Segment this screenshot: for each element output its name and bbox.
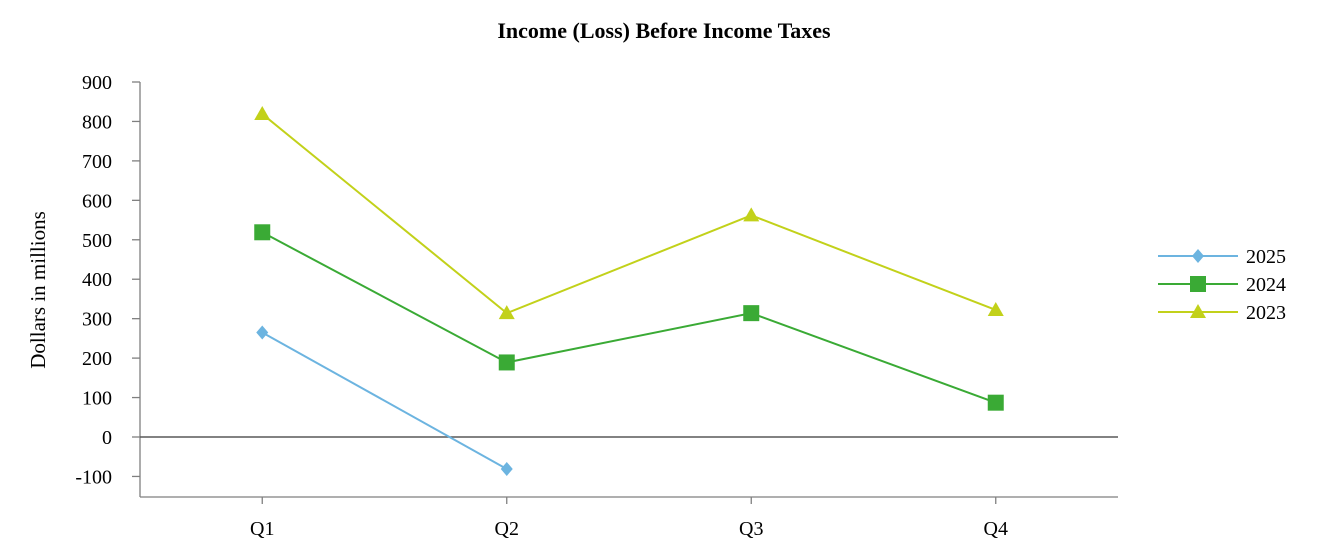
- y-tick-label: 700: [82, 151, 112, 173]
- x-tick-label: Q1: [250, 518, 274, 540]
- legend-item-2025: 2025: [1158, 246, 1286, 268]
- data-point-2023: [254, 105, 271, 120]
- x-tick-label: Q4: [984, 518, 1008, 540]
- series-2024: [254, 224, 1004, 411]
- y-axis-ticks: -100 0 100 200 300 400 500 600 700 800 900: [75, 72, 140, 488]
- data-point-2024: [987, 394, 1004, 411]
- data-point-2024: [743, 305, 760, 322]
- legend-item-2023: 2023: [1158, 302, 1286, 324]
- y-tick-label: 500: [82, 230, 112, 252]
- data-point-2023: [987, 301, 1004, 316]
- y-axis-label: Dollars in millions: [26, 211, 50, 369]
- x-tick-label: Q2: [495, 518, 519, 540]
- x-tick-label: Q3: [739, 518, 763, 540]
- data-point-2023: [498, 305, 515, 320]
- data-point-2024: [254, 224, 271, 241]
- x-axis-ticks: Q1 Q2 Q3 Q4: [250, 497, 1008, 540]
- y-tick-label: 0: [102, 427, 112, 449]
- y-tick-label: -100: [75, 466, 112, 488]
- legend-label: 2024: [1246, 274, 1286, 296]
- legend: 2025 2024 2023: [1158, 246, 1286, 324]
- legend-label: 2025: [1246, 246, 1286, 268]
- y-tick-label: 400: [82, 269, 112, 291]
- y-tick-label: 100: [82, 388, 112, 410]
- legend-label: 2023: [1246, 302, 1286, 324]
- y-tick-label: 300: [82, 309, 112, 331]
- y-tick-label: 800: [82, 111, 112, 133]
- y-tick-label: 900: [82, 72, 112, 94]
- legend-marker-2024: [1190, 276, 1206, 292]
- data-point-2025: [500, 461, 513, 476]
- chart-title: Income (Loss) Before Income Taxes: [497, 18, 831, 43]
- series-2023: [254, 105, 1004, 320]
- y-tick-label: 600: [82, 190, 112, 212]
- series-line-2024: [261, 231, 997, 404]
- legend-marker-2025: [1192, 249, 1204, 263]
- legend-item-2024: 2024: [1158, 274, 1286, 296]
- y-tick-label: 200: [82, 348, 112, 370]
- axes: [139, 82, 1118, 498]
- data-point-2024: [498, 354, 515, 371]
- data-point-2025: [256, 325, 269, 340]
- series-line-2023: [261, 113, 997, 315]
- legend-marker-2023: [1190, 304, 1206, 318]
- series-layer: [254, 105, 1004, 476]
- series-line-2025: [261, 331, 508, 470]
- series-2025: [256, 325, 513, 476]
- data-point-2023: [743, 207, 760, 222]
